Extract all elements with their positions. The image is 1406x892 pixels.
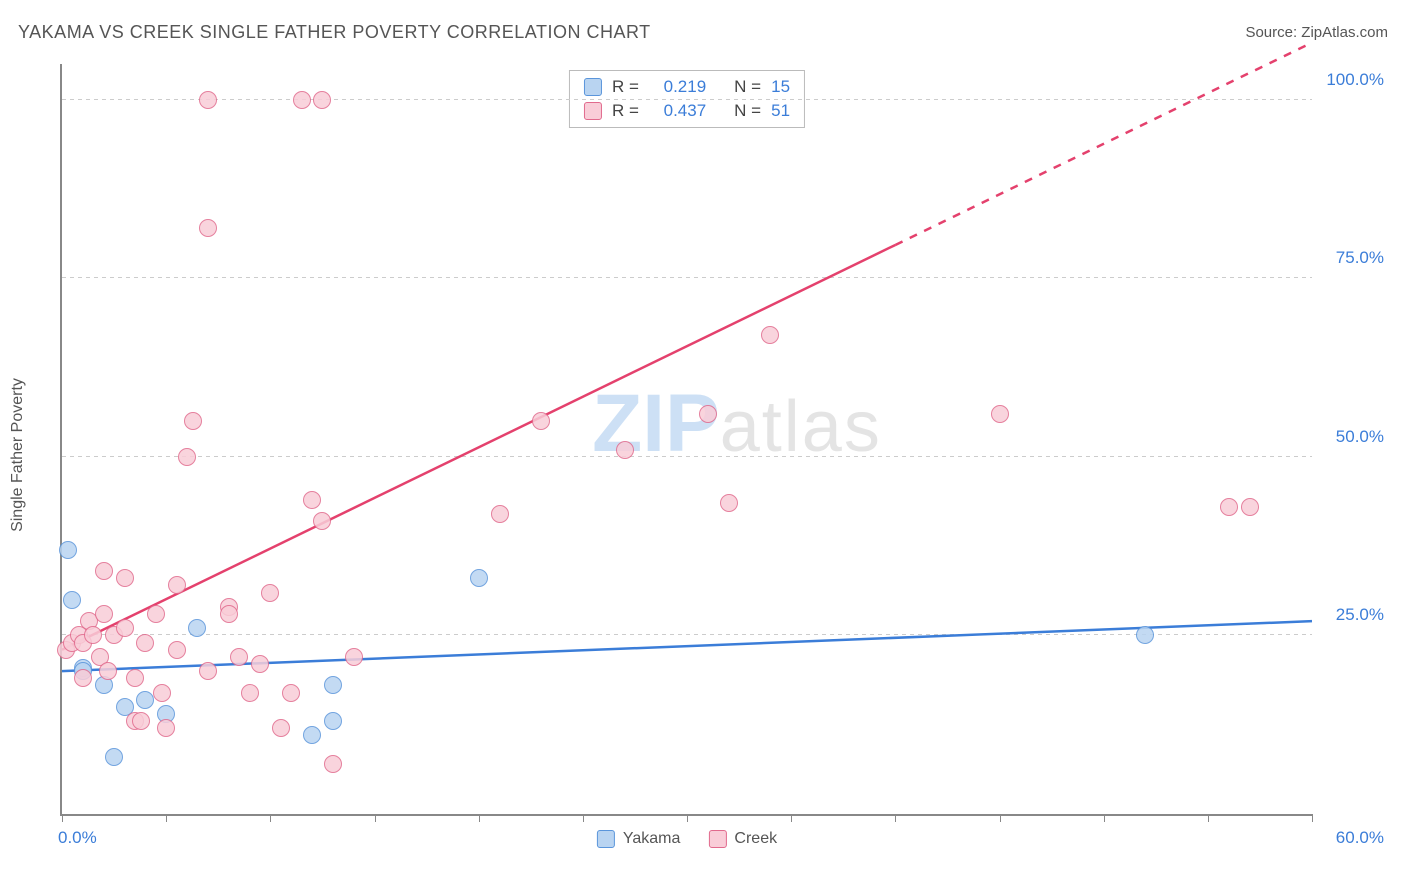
- data-point: [293, 91, 311, 109]
- source-label: Source: ZipAtlas.com: [1245, 24, 1388, 41]
- data-point: [251, 655, 269, 673]
- data-point: [470, 569, 488, 587]
- data-point: [157, 719, 175, 737]
- data-point: [168, 576, 186, 594]
- data-point: [199, 662, 217, 680]
- data-point: [153, 684, 171, 702]
- data-point: [532, 412, 550, 430]
- data-point: [59, 541, 77, 559]
- x-tick: [479, 814, 480, 822]
- x-axis-start-label: 0.0%: [58, 828, 97, 848]
- data-point: [178, 448, 196, 466]
- data-point: [345, 648, 363, 666]
- legend-swatch: [597, 830, 615, 848]
- data-point: [699, 405, 717, 423]
- data-point: [136, 691, 154, 709]
- data-point: [324, 676, 342, 694]
- legend-swatch: [708, 830, 726, 848]
- data-point: [303, 726, 321, 744]
- data-point: [126, 669, 144, 687]
- scatter-plot: ZIPatlas R = 0.219N =15R = 0.437N =51 0.…: [60, 64, 1312, 816]
- x-tick: [895, 814, 896, 822]
- data-point: [184, 412, 202, 430]
- x-tick: [791, 814, 792, 822]
- data-point: [303, 491, 321, 509]
- data-point: [188, 619, 206, 637]
- data-point: [136, 634, 154, 652]
- data-point: [491, 505, 509, 523]
- legend: Yakama Creek: [597, 830, 777, 848]
- data-point: [132, 712, 150, 730]
- legend-label: Creek: [734, 830, 777, 848]
- data-point: [199, 219, 217, 237]
- x-tick: [1208, 814, 1209, 822]
- data-point: [272, 719, 290, 737]
- x-tick: [1104, 814, 1105, 822]
- data-point: [991, 405, 1009, 423]
- data-point: [220, 605, 238, 623]
- data-point: [147, 605, 165, 623]
- data-point: [1136, 626, 1154, 644]
- data-point: [313, 91, 331, 109]
- data-point: [241, 684, 259, 702]
- x-tick: [583, 814, 584, 822]
- data-point: [105, 748, 123, 766]
- data-point: [1220, 498, 1238, 516]
- data-point: [116, 619, 134, 637]
- data-point: [95, 605, 113, 623]
- data-point: [261, 584, 279, 602]
- x-tick: [1312, 814, 1313, 822]
- x-tick: [166, 814, 167, 822]
- data-point: [324, 755, 342, 773]
- data-point: [74, 669, 92, 687]
- trend-lines-layer: [62, 64, 1392, 814]
- data-point: [230, 648, 248, 666]
- data-point: [616, 441, 634, 459]
- data-point: [324, 712, 342, 730]
- x-tick: [1000, 814, 1001, 822]
- x-tick: [687, 814, 688, 822]
- x-tick: [375, 814, 376, 822]
- data-point: [168, 641, 186, 659]
- legend-label: Yakama: [623, 830, 681, 848]
- data-point: [116, 569, 134, 587]
- data-point: [720, 494, 738, 512]
- data-point: [1241, 498, 1259, 516]
- data-point: [63, 591, 81, 609]
- y-axis-label: Single Father Poverty: [9, 378, 27, 532]
- data-point: [282, 684, 300, 702]
- legend-item: Yakama: [597, 830, 681, 848]
- legend-item: Creek: [708, 830, 777, 848]
- data-point: [84, 626, 102, 644]
- chart-container: Single Father Poverty ZIPatlas R = 0.219…: [50, 60, 1386, 850]
- x-tick: [270, 814, 271, 822]
- x-axis-end-label: 60.0%: [1336, 828, 1384, 848]
- data-point: [95, 562, 113, 580]
- page-title: YAKAMA VS CREEK SINGLE FATHER POVERTY CO…: [18, 22, 651, 43]
- data-point: [761, 326, 779, 344]
- data-point: [199, 91, 217, 109]
- data-point: [313, 512, 331, 530]
- data-point: [99, 662, 117, 680]
- x-tick: [62, 814, 63, 822]
